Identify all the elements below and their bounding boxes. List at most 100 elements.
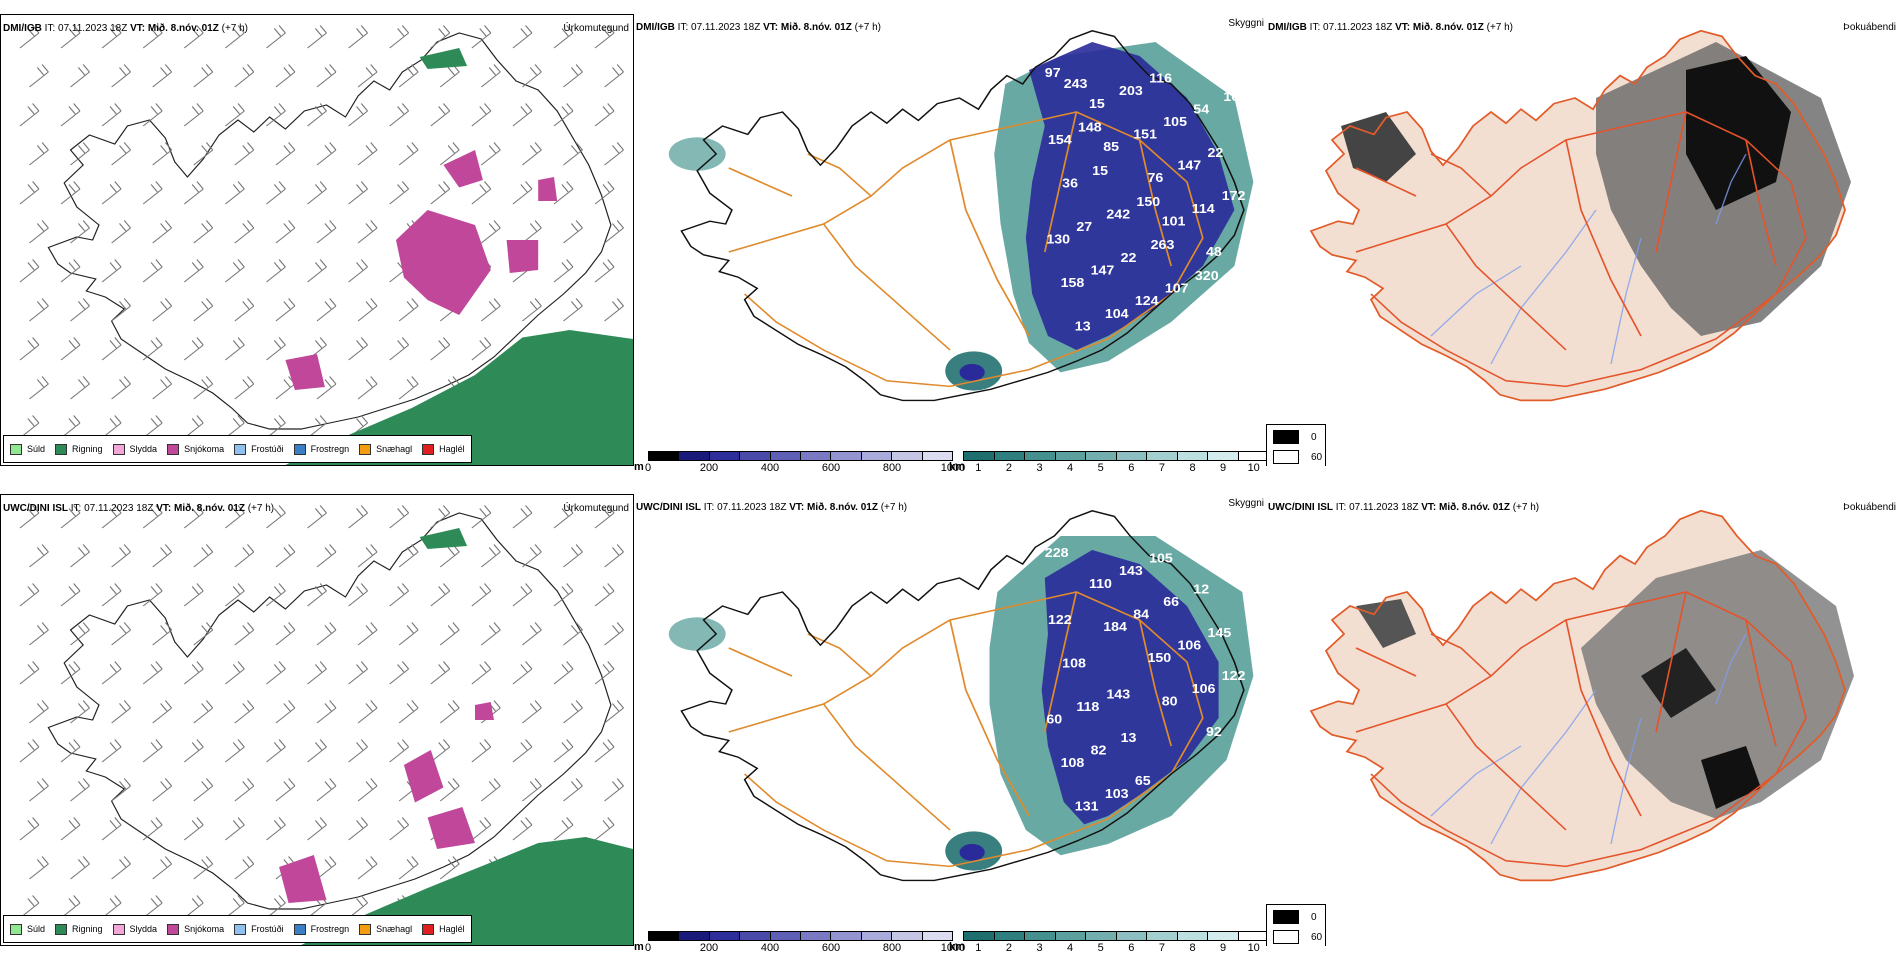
height-colorbar: 0 200 400 600 800 1000 m [634, 931, 965, 956]
visibility-value-label: 54 [1193, 102, 1209, 116]
colorbar-unit: km [949, 941, 965, 953]
colorbar-tick: 6 [1128, 462, 1135, 474]
legend-swatch [10, 923, 22, 935]
colorbar-tick: 0 [644, 462, 652, 474]
visibility-value-label: 150 [1148, 651, 1172, 665]
colorbar-tick: 600 [821, 462, 841, 474]
visibility-label: Skyggni [1228, 18, 1264, 29]
colorbar-tick: 1 [975, 942, 982, 954]
colorbar-unit: m [634, 941, 644, 953]
fog-panel-title: UWC/DINI ISL IT: 07.11.2023 18Z VT: Mið.… [1268, 502, 1540, 513]
visibility-value-label: 105 [1163, 115, 1187, 129]
colorbar-tick: 1 [975, 462, 982, 474]
legend-label: Súld [27, 924, 46, 934]
colorbar-tick: 5 [1097, 942, 1104, 954]
km-colorbar: 1 2 3 4 5 6 7 8 9 10 km [949, 451, 1266, 476]
visibility-value-label: 242 [1106, 207, 1130, 221]
visibility-value-label: 184 [1103, 620, 1127, 634]
colorbar-swatch [649, 932, 680, 940]
colorbar-swatch [1208, 452, 1239, 460]
visibility-value-label: 228 [1045, 546, 1069, 560]
colorbar-swatch [1086, 932, 1117, 940]
visibility-value-label: 27 [1220, 768, 1236, 782]
visibility-value-label: 108 [1062, 656, 1086, 670]
legend-swatch [55, 923, 68, 935]
visibility-value-label: 22 [1208, 146, 1224, 160]
fog-swatch-white [1273, 450, 1299, 464]
visibility-value-label: 147 [1178, 158, 1202, 172]
legend-swatch [167, 923, 180, 935]
visibility-value-label: 92 [1206, 725, 1222, 739]
colorbar-swatch [1086, 452, 1117, 460]
visibility-value-label: 85 [1103, 140, 1119, 154]
colorbar-swatch [679, 932, 710, 940]
legend-swatch [234, 923, 247, 935]
colorbar-swatch [740, 932, 771, 940]
legend-swatch [112, 443, 125, 455]
colorbar-swatch [740, 452, 771, 460]
colorbar-swatch [892, 932, 923, 940]
visibility-value-label: 151 [1133, 127, 1157, 141]
colorbar-swatch [964, 452, 995, 460]
colorbar-swatch [1055, 452, 1086, 460]
visibility-value-label: 108 [1061, 756, 1085, 770]
colorbar-swatch [831, 932, 862, 940]
visibility-value-label: 118 [1076, 700, 1099, 714]
colorbar-tick: 10 [1247, 462, 1260, 474]
precip-legend-item: Súld [10, 923, 46, 935]
colorbar-swatch [1025, 452, 1056, 460]
precip-type-label: Úrkomutegund [563, 503, 629, 514]
precip-legend-item: Frostúði [234, 443, 284, 455]
visibility-value-label: 172 [1222, 189, 1246, 203]
colorbar-swatch [1208, 932, 1239, 940]
legend-swatch [359, 923, 372, 935]
fog-legend-value: 0 [1311, 911, 1317, 923]
colorbar-swatch [709, 452, 741, 460]
visibility-panel-title: UWC/DINI ISL IT: 07.11.2023 18Z VT: Mið.… [636, 502, 908, 513]
colorbar-swatch [679, 452, 710, 460]
visibility-value-label: 16 [1223, 90, 1239, 104]
colorbar-tick: 200 [699, 462, 719, 474]
colorbar-tick: 8 [1189, 462, 1196, 474]
colorbar-unit: m [634, 461, 644, 473]
precip-panel-title: UWC/DINI ISL IT: 07.11.2023 18Z VT: Mið.… [3, 503, 275, 514]
legend-label: Snæhagl [376, 444, 413, 454]
visibility-value-label: 101 [1162, 214, 1186, 228]
colorbar-tick: 5 [1097, 462, 1104, 474]
visibility-value-label: 148 [1078, 120, 1102, 134]
visibility-value-label: 122 [1048, 613, 1072, 627]
visibility-value-label: 158 [1061, 276, 1085, 290]
colorbar-swatch [1025, 932, 1056, 940]
colorbar-swatch [964, 932, 995, 940]
precip-type-panel: DMI/IGB IT: 07.11.2023 18Z VT: Mið. 8.nó… [0, 14, 634, 466]
precip-legend-item: Snjókoma [167, 923, 225, 935]
colorbar-tick: 0 [644, 942, 652, 954]
colorbar-swatch [1238, 452, 1266, 460]
legend-label: Snjókoma [184, 924, 225, 934]
visibility-value-label: 263 [1151, 238, 1175, 252]
precip-legend-item: Súld [10, 443, 46, 455]
visibility-value-label: 320 [1195, 269, 1219, 283]
precip-type-label: Úrkomutegund [563, 23, 629, 34]
visibility-value-label: 97 [1045, 66, 1061, 80]
visibility-value-label: 84 [1133, 607, 1149, 621]
visibility-value-label: 36 [1062, 176, 1078, 190]
colorbar-tick: 8 [1189, 942, 1196, 954]
visibility-value-label: 74 [1220, 288, 1236, 302]
colorbar-swatch [1177, 452, 1208, 460]
colorbar-tick: 2 [1005, 942, 1012, 954]
precip-panel-title: DMI/IGB IT: 07.11.2023 18Z VT: Mið. 8.nó… [3, 23, 249, 34]
legend-label: Slydda [129, 444, 158, 454]
fog-label: Þokuábendi [1843, 22, 1896, 33]
fog-legend-value: 0 [1311, 431, 1317, 443]
precip-legend-item: Slydda [112, 443, 158, 455]
visibility-value-label: 80 [1162, 694, 1178, 708]
visibility-value-label: 116 [1149, 71, 1172, 85]
colorbar-unit: km [949, 461, 965, 473]
colorbar-swatch [770, 932, 802, 940]
legend-swatch [359, 443, 372, 455]
visibility-value-label: 83 [1209, 312, 1225, 326]
precip-legend-item: Slydda [112, 923, 157, 935]
legend-label: Súld [27, 444, 46, 454]
colorbar-swatch [1147, 932, 1178, 940]
